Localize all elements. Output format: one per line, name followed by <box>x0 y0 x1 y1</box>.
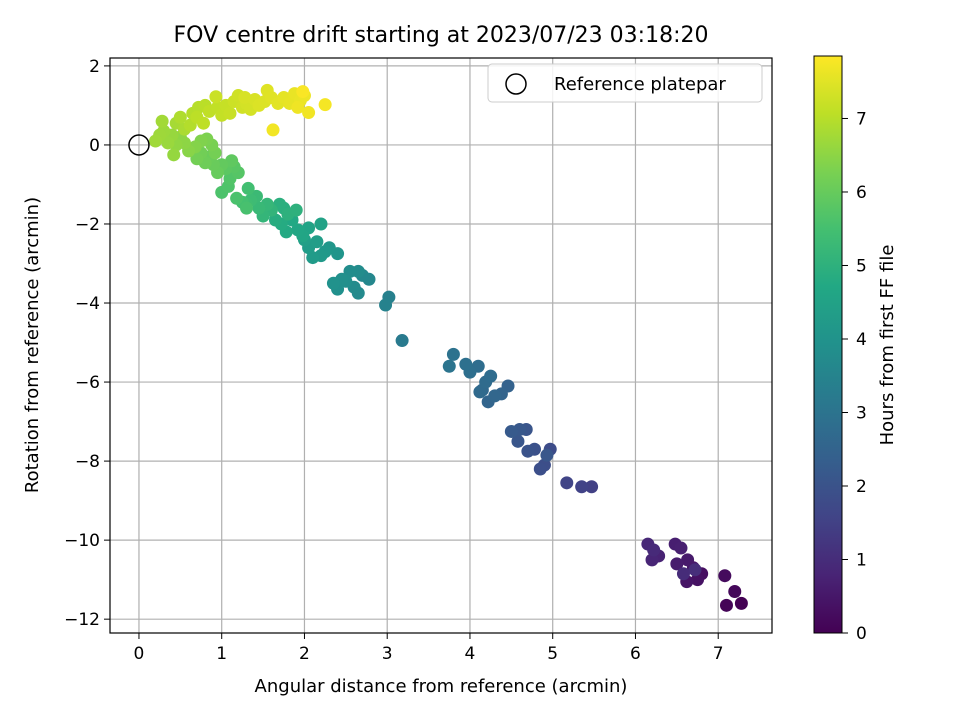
data-point <box>241 181 255 195</box>
x-tick-label: 0 <box>134 644 145 664</box>
colorbar-tick-label: 2 <box>856 477 867 497</box>
data-point <box>540 448 554 462</box>
data-point <box>289 203 303 217</box>
data-point <box>149 134 163 148</box>
y-tick-label: −6 <box>75 373 100 393</box>
data-point <box>238 91 252 105</box>
data-point <box>459 357 473 371</box>
data-point <box>681 553 695 567</box>
plot-frame <box>109 57 773 634</box>
data-point <box>291 223 305 237</box>
data-points <box>149 83 748 612</box>
data-point <box>318 98 332 112</box>
y-tick-label: 0 <box>89 136 100 156</box>
data-point <box>155 114 169 128</box>
data-point <box>230 191 244 205</box>
grid <box>110 58 772 633</box>
chart-title: FOV centre drift starting at 2023/07/23 … <box>174 23 709 48</box>
x-tick-label: 5 <box>547 644 558 664</box>
data-point <box>521 444 535 458</box>
colorbar-tick-label: 5 <box>856 256 867 276</box>
data-point <box>674 541 688 555</box>
x-tick-label: 3 <box>382 644 393 664</box>
x-tick-label: 7 <box>713 644 724 664</box>
data-point <box>670 557 684 571</box>
data-point <box>691 573 705 587</box>
data-point <box>488 389 502 403</box>
y-tick-label: 2 <box>89 57 100 77</box>
colorbar: 0 1 2 3 4 5 6 7 Hours from first FF file <box>813 55 898 644</box>
x-axis-ticks: 0 1 2 3 4 5 6 7 <box>134 633 724 664</box>
y-tick-label: −8 <box>75 452 100 472</box>
data-point <box>647 543 661 557</box>
data-point <box>314 217 328 231</box>
reference-marker-group <box>128 134 150 156</box>
data-point <box>645 553 659 567</box>
data-point <box>326 276 340 290</box>
legend-label: Reference platepar <box>554 74 726 95</box>
colorbar-label: Hours from first FF file <box>877 245 898 446</box>
colorbar-ticks: 0 1 2 3 4 5 6 7 <box>842 109 867 644</box>
data-point <box>223 106 237 120</box>
x-tick-label: 2 <box>299 644 310 664</box>
colorbar-tick-label: 6 <box>856 183 867 203</box>
data-point <box>533 462 547 476</box>
data-point <box>291 100 305 114</box>
data-point <box>575 480 589 494</box>
data-point <box>310 235 324 249</box>
data-point <box>252 201 266 215</box>
colorbar-tick-label: 1 <box>856 550 867 570</box>
data-point <box>734 596 748 610</box>
data-point <box>190 152 204 166</box>
colorbar-gradient <box>813 55 843 634</box>
x-axis-label: Angular distance from reference (arcmin) <box>255 676 628 697</box>
data-point <box>688 563 702 577</box>
x-tick-label: 4 <box>465 644 476 664</box>
data-point <box>484 369 498 383</box>
y-tick-label: −4 <box>75 294 100 314</box>
data-point <box>676 567 690 581</box>
x-tick-label: 6 <box>630 644 641 664</box>
colorbar-tick-label: 7 <box>856 109 867 129</box>
data-point <box>197 116 211 130</box>
y-tick-label: −10 <box>64 531 100 551</box>
data-point <box>306 251 320 265</box>
data-point <box>161 136 175 150</box>
data-point <box>302 106 316 120</box>
legend-marker <box>505 73 527 95</box>
data-point <box>560 476 574 490</box>
y-axis-ticks: 2 0 −2 −4 −6 −8 −10 −12 <box>64 57 110 630</box>
y-axis-label: Rotation from reference (arcmin) <box>22 197 43 493</box>
legend-box <box>487 63 763 103</box>
data-point <box>240 201 254 215</box>
data-point <box>446 347 460 361</box>
data-point <box>173 110 187 124</box>
data-point <box>269 213 282 227</box>
data-point <box>728 585 742 599</box>
data-point <box>395 334 409 348</box>
data-point <box>296 85 310 99</box>
data-point <box>511 434 525 448</box>
data-point <box>343 264 357 278</box>
colorbar-tick-label: 3 <box>856 403 867 423</box>
data-point <box>225 154 239 168</box>
colorbar-tick-label: 4 <box>856 330 867 350</box>
data-point <box>719 598 733 612</box>
y-tick-label: −2 <box>75 215 100 235</box>
data-point <box>209 90 223 104</box>
data-point <box>379 298 393 312</box>
data-point <box>473 385 487 399</box>
reference-marker <box>128 134 150 156</box>
data-point <box>167 148 181 162</box>
x-tick-label: 1 <box>216 644 227 664</box>
data-point <box>442 359 456 373</box>
y-tick-label: −12 <box>64 610 100 630</box>
data-point <box>718 569 732 583</box>
data-point <box>504 424 518 438</box>
colorbar-tick-label: 0 <box>856 624 867 644</box>
data-point <box>585 480 599 494</box>
data-point <box>266 123 280 137</box>
legend: Reference platepar <box>487 63 763 103</box>
